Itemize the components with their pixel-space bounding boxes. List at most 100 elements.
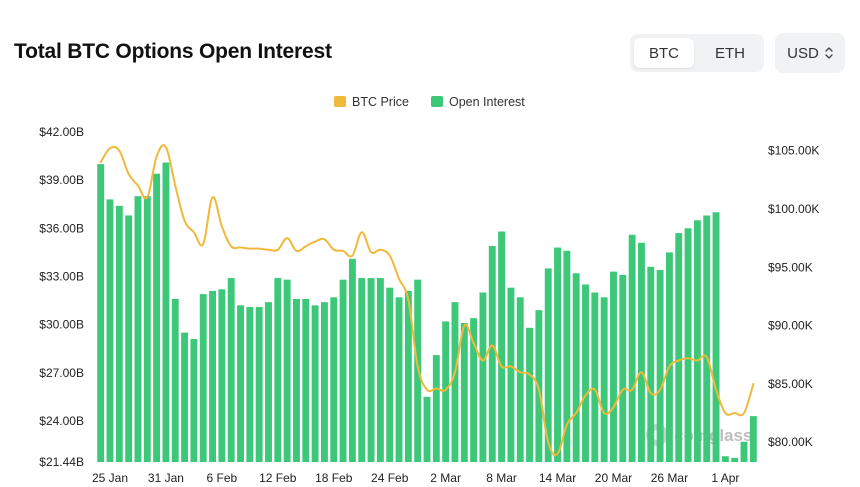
oi-bar (115, 205, 123, 462)
oi-bar (749, 416, 757, 462)
oi-bar (516, 297, 524, 462)
oi-bar (348, 258, 356, 462)
oi-bar (479, 292, 487, 462)
oi-bar (470, 318, 478, 462)
x-axis-tick-label: 8 Mar (486, 471, 517, 485)
oi-bar (451, 302, 459, 462)
oi-bar (619, 274, 627, 462)
oi-bar (106, 199, 114, 462)
oi-bar (563, 250, 571, 462)
oi-bar (488, 245, 496, 462)
oi-bar (647, 266, 655, 462)
oi-bar (265, 302, 272, 462)
oi-bar (535, 310, 543, 462)
oi-bar (693, 220, 701, 462)
x-axis-tick-label: 26 Mar (651, 471, 688, 485)
oi-bar (320, 302, 328, 462)
oi-bar (442, 321, 450, 462)
x-axis-tick-label: 18 Feb (315, 471, 353, 485)
oi-bar (339, 279, 347, 462)
oi-bar (395, 297, 403, 462)
left-axis-tick-label: $36.00B (39, 221, 84, 235)
left-axis-tick-label: $21.44B (39, 455, 84, 469)
legend-swatch (431, 96, 443, 107)
oi-bar (404, 290, 412, 462)
oi-bar (731, 457, 739, 462)
oi-bar (712, 212, 720, 462)
oi-bar (498, 231, 506, 462)
oi-bar (591, 292, 599, 462)
oi-bar (386, 287, 394, 462)
oi-bar (171, 298, 179, 462)
left-axis-tick-label: $39.00B (39, 173, 84, 187)
legend-swatch (334, 96, 346, 107)
x-axis-tick-label: 2 Mar (430, 471, 461, 485)
oi-bar (97, 164, 105, 462)
oi-bar (460, 323, 468, 462)
oi-bar (721, 456, 729, 462)
oi-bar (423, 396, 431, 462)
oi-bar (628, 234, 636, 462)
oi-bar (181, 332, 189, 462)
x-axis-tick-label: 12 Feb (259, 471, 297, 485)
x-axis-tick-label: 31 Jan (148, 471, 184, 485)
oi-bar (134, 196, 142, 462)
x-axis-tick-label: 6 Feb (207, 471, 238, 485)
right-axis-tick-label: $80.00K (768, 435, 813, 449)
right-axis-ticks: $80.00K $85.00K $90.00K $95.00K $100.00K $105… (768, 144, 819, 450)
oi-bar (703, 215, 711, 462)
chevron-up-down-icon (825, 47, 833, 59)
x-axis-tick-label: 1 Apr (711, 471, 739, 485)
left-axis-tick-label: $27.00B (39, 366, 84, 380)
oi-bar (554, 247, 561, 462)
oi-bar (684, 228, 692, 462)
oi-bar (255, 306, 263, 462)
tab-btc[interactable]: BTC (634, 38, 694, 68)
currency-select[interactable]: USD (775, 33, 845, 73)
x-axis-ticks: 25 Jan 31 Jan 6 Feb 12 Feb 18 Feb 24 Feb 2 Mar… (92, 471, 739, 485)
oi-bar (246, 306, 254, 462)
oi-bar (572, 273, 580, 462)
oi-bar (237, 305, 244, 462)
x-axis-tick-label: 25 Jan (92, 471, 128, 485)
oi-bar (582, 284, 589, 462)
oi-bar (610, 271, 617, 462)
left-axis-tick-label: $30.00B (39, 318, 84, 332)
oi-bar (330, 297, 338, 462)
oi-bar (638, 242, 645, 462)
oi-bar (526, 327, 534, 462)
oi-bar (600, 297, 608, 462)
legend-label: BTC Price (352, 95, 409, 109)
currency-select-label: USD (787, 44, 819, 62)
oi-bar (376, 278, 384, 462)
right-axis-tick-label: $85.00K (768, 377, 813, 391)
oi-bar (293, 298, 300, 462)
right-axis-tick-label: $90.00K (768, 319, 813, 333)
oi-bar (302, 298, 310, 462)
oi-bar (544, 268, 552, 462)
tab-eth[interactable]: ETH (715, 44, 745, 62)
right-axis-tick-label: $105.00K (768, 144, 819, 158)
left-axis-tick-label: $24.00B (39, 414, 84, 428)
page-title: Total BTC Options Open Interest (14, 40, 332, 63)
oi-bar (199, 294, 207, 462)
btc-price-series-line (99, 144, 755, 456)
x-axis-tick-label: 14 Mar (539, 471, 576, 485)
oi-bar (358, 278, 366, 462)
oi-bar (311, 305, 319, 462)
oi-bar (675, 233, 683, 462)
x-axis-tick-label: 24 Feb (371, 471, 409, 485)
oi-bar (432, 355, 440, 462)
oi-bar (283, 279, 291, 462)
open-interest-bars (97, 162, 757, 463)
oi-bar (665, 252, 673, 462)
right-axis-tick-label: $95.00K (768, 260, 813, 274)
oi-bar (274, 278, 282, 462)
oi-bar (209, 290, 216, 462)
oi-bar (143, 196, 151, 462)
btc-price-line (99, 144, 755, 456)
chart-legend: BTC Price Open Interest (334, 95, 525, 109)
oi-bar (125, 215, 133, 462)
oi-bar (656, 270, 664, 462)
